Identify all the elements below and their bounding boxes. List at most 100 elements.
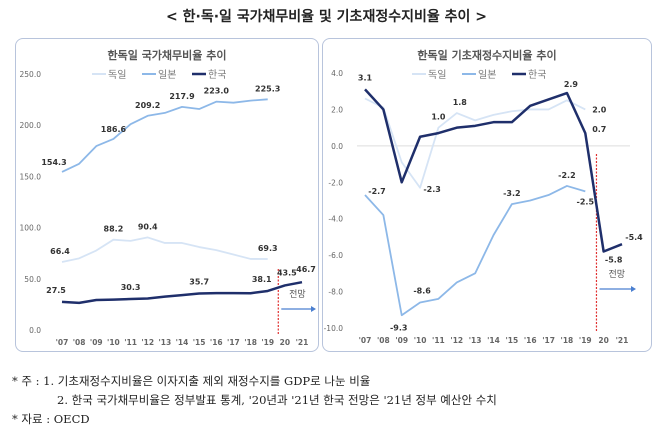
x-tick-label: '18 (561, 336, 574, 345)
x-tick-label: '17 (542, 336, 555, 345)
forecast-label: 전망 (609, 269, 626, 280)
series-line-독일 (61, 236, 268, 263)
page-title: < 한·독·일 국가채무비율 및 기초재정수지비율 추이 > (166, 9, 487, 25)
x-tick-label: '08 (73, 338, 86, 347)
data-label: 217.9 (169, 92, 195, 101)
y-tick-label: 4.0 (331, 69, 343, 78)
legend-label: 독일 (428, 69, 446, 81)
data-label: 38.1 (252, 275, 272, 284)
x-tick-label: '11 (124, 338, 137, 347)
series-line-일본 (61, 98, 268, 173)
x-tick-label: '09 (90, 338, 103, 347)
y-tick-label: -2.0 (328, 178, 343, 187)
x-tick-label: '19 (579, 336, 592, 345)
x-tick-label: '21 (616, 336, 629, 345)
x-tick-label: '07 (56, 338, 69, 347)
data-label: -2.5 (577, 197, 595, 206)
y-tick-label: 0.0 (331, 142, 343, 151)
series-line-한국 (61, 280, 303, 305)
x-tick-label: '16 (524, 336, 537, 345)
data-label: 223.0 (204, 87, 230, 96)
data-label: 43.5 (277, 268, 297, 277)
x-tick-label: 20 (598, 336, 608, 345)
data-label: 154.3 (41, 158, 66, 167)
data-label: 69.3 (258, 244, 278, 253)
forecast-arrow-icon (631, 286, 636, 292)
note-1: * 주 : 1. 기초재정수지비율은 이자지출 제외 재정수지를 GDP로 나눈… (12, 374, 371, 388)
x-tick-label: '16 (210, 338, 223, 347)
legend-label: 한국 (208, 69, 226, 81)
data-label: 2.0 (592, 105, 607, 114)
y-tick-label: -10.0 (324, 324, 344, 333)
data-label: -3.2 (503, 189, 521, 198)
data-label: 1.0 (431, 113, 446, 122)
legend-label: 일본 (478, 69, 496, 81)
x-tick-label: '12 (450, 336, 463, 345)
data-label: 30.3 (121, 283, 141, 292)
x-tick-label: '10 (107, 338, 120, 347)
data-label: 2.9 (564, 80, 579, 89)
data-label: 66.4 (50, 247, 70, 256)
legend-label: 일본 (158, 69, 176, 81)
y-tick-label: 0.0 (29, 326, 41, 335)
y-tick-label: 100.0 (20, 224, 42, 233)
x-tick-label: 20 (280, 338, 290, 347)
data-label: 0.7 (592, 125, 606, 134)
y-tick-label: 200.0 (20, 121, 42, 130)
y-tick-label: -4.0 (328, 215, 343, 224)
data-label: 88.2 (104, 225, 124, 234)
footnotes: * 주 : 1. 기초재정수지비율은 이자지출 제외 재정수지를 GDP로 나눈… (12, 372, 497, 429)
x-tick-label: '17 (227, 338, 240, 347)
forecast-label: 전망 (289, 289, 306, 300)
x-tick-label: '19 (261, 338, 274, 347)
legend-label: 독일 (108, 69, 126, 81)
data-label: -2.7 (368, 187, 386, 196)
data-label: 27.5 (46, 286, 66, 295)
data-label: 225.3 (255, 84, 280, 93)
x-tick-label: '13 (469, 336, 482, 345)
x-tick-label: '12 (141, 338, 154, 347)
data-label: -5.4 (625, 233, 643, 242)
data-label: -9.3 (390, 323, 408, 332)
x-tick-label: '14 (176, 338, 189, 347)
data-label: 3.1 (358, 73, 373, 82)
data-label: -2.3 (423, 185, 441, 194)
data-label: 90.4 (138, 222, 158, 231)
data-label: -8.6 (413, 287, 431, 296)
x-tick-label: '14 (487, 336, 500, 345)
x-tick-label: '18 (244, 338, 257, 347)
data-label: -2.2 (558, 171, 576, 180)
chart-title: 한독일 국가채무비율 추이 (108, 48, 227, 62)
series-line-독일 (364, 97, 586, 189)
data-label: 46.7 (296, 265, 316, 274)
series-line-일본 (364, 185, 586, 317)
y-tick-label: 50.0 (24, 275, 41, 284)
data-label: 35.7 (189, 277, 209, 286)
y-tick-label: 150.0 (20, 172, 42, 181)
note-2: 2. 한국 국가채무비율은 정부발표 통계, '20년과 '21년 한국 전망은… (57, 393, 497, 407)
x-tick-label: '11 (432, 336, 445, 345)
chart-title: 한독일 기초재정수지비율 추이 (417, 48, 556, 62)
x-tick-label: '15 (505, 336, 518, 345)
data-label: 209.2 (135, 101, 160, 110)
x-tick-label: '10 (414, 336, 427, 345)
y-tick-label: 250.0 (20, 70, 42, 79)
data-label: 1.8 (453, 98, 468, 107)
y-tick-label: -6.0 (328, 251, 343, 260)
data-label: -5.8 (605, 256, 623, 265)
x-tick-label: '08 (377, 336, 390, 345)
series-line-한국 (364, 88, 623, 253)
x-tick-label: '21 (296, 338, 309, 347)
data-label: 186.6 (101, 125, 127, 134)
x-tick-label: '13 (158, 338, 171, 347)
legend-label: 한국 (528, 69, 546, 81)
x-tick-label: '07 (359, 336, 372, 345)
forecast-arrow-icon (311, 306, 316, 312)
y-tick-label: 2.0 (331, 105, 343, 114)
y-tick-label: -8.0 (328, 288, 343, 297)
x-tick-label: '09 (395, 336, 408, 345)
